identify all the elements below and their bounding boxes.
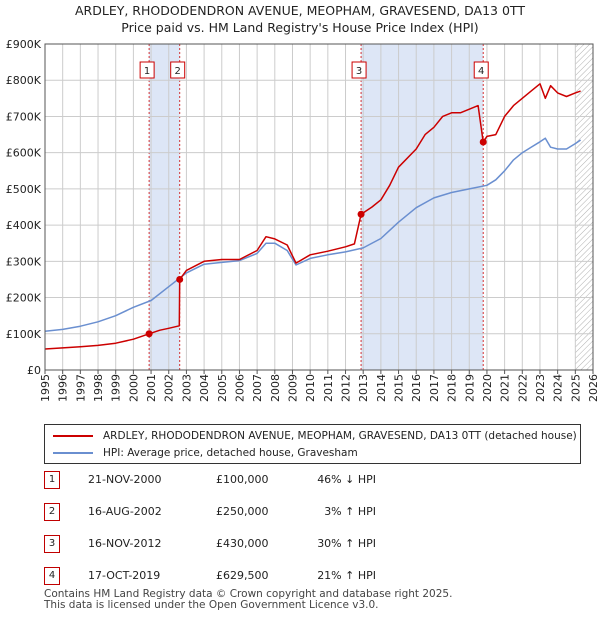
sale-date: 16-NOV-2012 xyxy=(88,537,162,550)
x-tick-label: 2009 xyxy=(286,374,299,402)
sale-label: 3 xyxy=(356,66,362,77)
x-tick-label: 2022 xyxy=(516,374,529,402)
sale-hpi-diff: 30% ↑ HPI xyxy=(317,537,376,550)
x-tick-label: 2025 xyxy=(569,374,582,402)
sale-hpi-diff: 21% ↑ HPI xyxy=(317,569,376,582)
y-tick-label: £200K xyxy=(6,292,42,305)
sale-point xyxy=(479,138,487,146)
sale-row: 2 16-AUG-2002 £250,000 3% ↑ HPI xyxy=(40,502,460,522)
x-tick-label: 2005 xyxy=(216,374,229,402)
x-tick-label: 2019 xyxy=(463,374,476,402)
y-tick-label: £400K xyxy=(6,219,42,232)
x-tick-label: 2015 xyxy=(393,374,406,402)
x-tick-label: 2024 xyxy=(552,374,565,402)
sale-badge: 4 xyxy=(44,567,60,585)
x-tick-label: 2020 xyxy=(481,374,494,402)
y-tick-label: £300K xyxy=(6,255,42,268)
sale-badge: 1 xyxy=(44,471,60,489)
y-tick-label: £800K xyxy=(6,74,42,87)
sale-date: 21-NOV-2000 xyxy=(88,473,162,486)
x-tick-label: 2003 xyxy=(180,374,193,402)
price-chart: 1 2 3 4 £0 £100K £200K £300K £400K £500K £600K £70… xyxy=(6,38,600,402)
x-tick-label: 2008 xyxy=(269,374,282,402)
sale-label: 1 xyxy=(144,66,150,77)
chart-title-block: ARDLEY, RHODODENDRON AVENUE, MEOPHAM, GR… xyxy=(0,2,600,36)
sale-hpi-diff: 3% ↑ HPI xyxy=(324,505,376,518)
y-tick-label: £600K xyxy=(6,147,42,160)
property-price-line xyxy=(44,83,581,350)
sale-label: 2 xyxy=(175,66,181,77)
sale-label-box xyxy=(170,61,186,79)
sale-price: £250,000 xyxy=(216,505,269,518)
x-tick-label: 2006 xyxy=(233,374,246,402)
sale-label-box xyxy=(351,61,367,79)
sale-price: £100,000 xyxy=(216,473,269,486)
sale-price: £629,500 xyxy=(216,569,269,582)
x-tick-label: 2014 xyxy=(375,374,388,402)
x-tick-label: 2001 xyxy=(145,374,158,402)
sale-row: 4 17-OCT-2019 £629,500 21% ↑ HPI xyxy=(40,566,460,586)
x-tick-label: 2010 xyxy=(304,374,317,402)
legend-label-property: ARDLEY, RHODODENDRON AVENUE, MEOPHAM, GR… xyxy=(103,430,577,442)
sale-label-box xyxy=(473,61,489,79)
x-tick-label: 2012 xyxy=(340,374,353,402)
y-tick-label: £700K xyxy=(6,110,42,123)
x-tick-label: 2000 xyxy=(127,374,140,402)
y-tick-label: £900K xyxy=(6,38,42,51)
footer-licence: This data is licensed under the Open Gov… xyxy=(44,599,379,611)
legend-item-property: ARDLEY, RHODODENDRON AVENUE, MEOPHAM, GR… xyxy=(53,428,577,444)
x-tick-label: 2016 xyxy=(410,374,423,402)
x-tick-label: 1996 xyxy=(57,374,70,402)
sale-hpi-diff: 46% ↓ HPI xyxy=(317,473,376,486)
chart-subtitle: Price paid vs. HM Land Registry's House … xyxy=(121,20,479,35)
x-tick-label: 2017 xyxy=(428,374,441,402)
sale-date: 17-OCT-2019 xyxy=(88,569,161,582)
x-tick-label: 2021 xyxy=(499,374,512,402)
sale-label-box xyxy=(139,61,155,79)
chart-legend: ARDLEY, RHODODENDRON AVENUE, MEOPHAM, GR… xyxy=(44,424,581,464)
sale-price: £430,000 xyxy=(216,537,269,550)
y-tick-label: £100K xyxy=(6,328,42,341)
sale-label: 4 xyxy=(478,66,484,77)
x-tick-label: 2011 xyxy=(322,374,335,402)
x-tick-label: 1997 xyxy=(74,374,87,402)
x-tick-label: 2004 xyxy=(198,374,211,402)
sale-badge: 2 xyxy=(44,503,60,521)
y-tick-label: £0 xyxy=(27,364,41,377)
hpi-line xyxy=(44,137,582,332)
y-tick-label: £500K xyxy=(6,183,42,196)
x-tick-label: 2002 xyxy=(163,374,176,402)
sale-point xyxy=(357,210,365,218)
legend-swatch-property xyxy=(53,435,93,437)
chart-title: ARDLEY, RHODODENDRON AVENUE, MEOPHAM, GR… xyxy=(75,3,525,18)
forecast-hatch xyxy=(575,44,593,370)
shaded-period xyxy=(149,44,180,370)
legend-swatch-hpi xyxy=(53,452,93,454)
x-tick-label: 2007 xyxy=(251,374,264,402)
x-tick-label: 1998 xyxy=(92,374,105,402)
sale-row: 3 16-NOV-2012 £430,000 30% ↑ HPI xyxy=(40,534,460,554)
x-tick-label: 2026 xyxy=(587,374,600,402)
plot-border xyxy=(44,43,594,371)
legend-label-hpi: HPI: Average price, detached house, Grav… xyxy=(103,447,358,459)
sale-date: 16-AUG-2002 xyxy=(88,505,162,518)
sale-point xyxy=(176,275,184,283)
x-tick-label: 1995 xyxy=(39,374,52,402)
x-tick-label: 2013 xyxy=(357,374,370,402)
sale-badge: 3 xyxy=(44,535,60,553)
x-tick-label: 2023 xyxy=(534,374,547,402)
x-tick-label: 1999 xyxy=(110,374,123,402)
footer-copyright: Contains HM Land Registry data © Crown c… xyxy=(44,588,453,600)
legend-item-hpi: HPI: Average price, detached house, Grav… xyxy=(53,445,358,461)
sale-point xyxy=(145,330,153,338)
sale-row: 1 21-NOV-2000 £100,000 46% ↓ HPI xyxy=(40,470,460,490)
footer: Contains HM Land Registry data © Crown c… xyxy=(44,589,452,611)
shaded-period xyxy=(361,44,484,370)
x-tick-label: 2018 xyxy=(446,374,459,402)
